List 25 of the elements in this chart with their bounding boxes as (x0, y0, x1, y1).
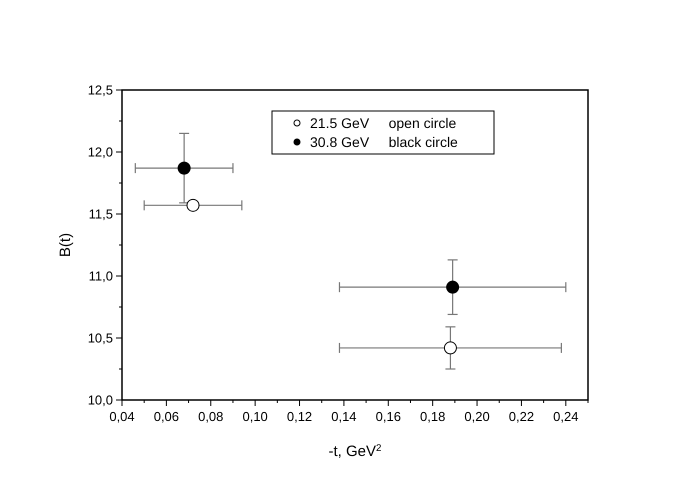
x-tick-label: 0,18 (420, 409, 446, 424)
y-tick-label: 11,5 (88, 206, 113, 222)
x-tick-label: 0,12 (286, 409, 312, 424)
x-tick-label: 0,08 (198, 409, 224, 424)
y-tick-label: 10,5 (88, 330, 113, 346)
point (444, 341, 457, 354)
y-tick-label: 11,0 (88, 268, 113, 284)
x-tick-label: 0,04 (109, 409, 135, 424)
legend-label: 30.8 GeV black circle (310, 134, 458, 150)
y-tick-label: 12,5 (88, 82, 113, 98)
x-tick-label: 0,24 (553, 409, 578, 424)
point (446, 280, 460, 294)
point (186, 198, 200, 212)
x-tick-label: 0,10 (242, 409, 268, 424)
x-tick-label: 0,16 (376, 409, 401, 424)
x-tick-label: 0,22 (508, 409, 534, 424)
x-tick-label: 0,14 (331, 409, 357, 424)
x-axis-title: -t, GeV$^{2}$ (328, 442, 382, 460)
legend-label: 21.5 GeV open circle (310, 115, 457, 131)
x-tick-label: 0,20 (464, 409, 490, 424)
x-tick-label: 0,06 (154, 409, 180, 424)
y-tick-label: 12,0 (88, 144, 113, 160)
y-tick-label: 10,0 (88, 392, 113, 408)
y-axis-title: B(t) (57, 232, 74, 258)
point (178, 162, 191, 175)
